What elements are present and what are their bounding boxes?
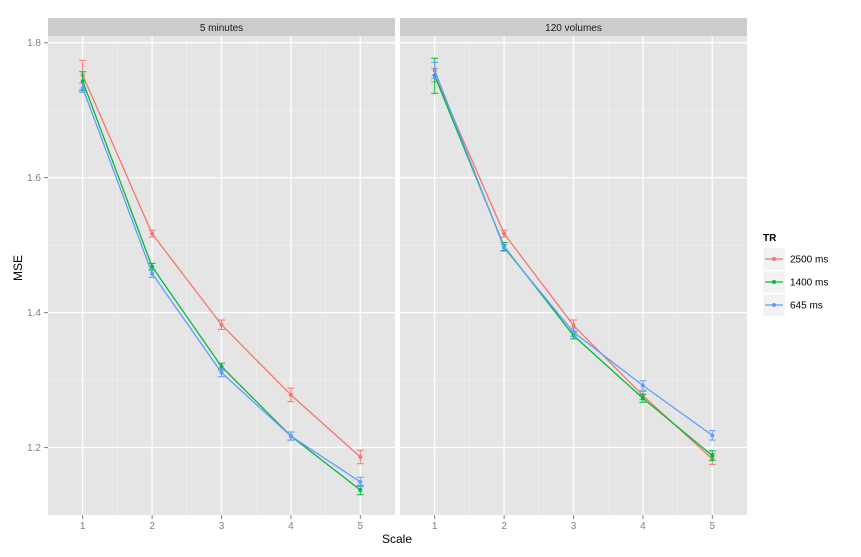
data-point (640, 383, 645, 388)
legend-label: 2500 ms (790, 255, 828, 266)
data-point (288, 392, 293, 397)
x-tick-label: 2 (149, 521, 155, 532)
data-point (358, 454, 363, 459)
y-tick-label: 1.6 (27, 173, 41, 184)
legend-point (772, 280, 776, 284)
x-tick-label: 2 (501, 521, 507, 532)
panel-title: 5 minutes (200, 23, 243, 34)
legend-point (772, 257, 776, 261)
data-point (571, 323, 576, 328)
y-axis-title: MSE (11, 255, 25, 281)
data-point (710, 433, 715, 438)
legend-label: 1400 ms (790, 278, 828, 289)
gridlines (48, 36, 395, 515)
x-axis: 1 2 3 4 5 1 2 3 4 5 (80, 515, 716, 532)
x-tick-label: 1 (80, 521, 86, 532)
panel-5-minutes: 5 minutes (48, 18, 395, 515)
legend-point (772, 303, 776, 307)
series-2500-ms (79, 59, 364, 465)
y-tick-label: 1.8 (27, 38, 41, 49)
data-point (358, 488, 363, 493)
y-axis: 1.2 1.4 1.6 1.8 (27, 38, 48, 454)
x-axis-title: Scale (382, 532, 412, 546)
data-point (358, 479, 363, 484)
series-645-ms (431, 61, 716, 441)
panel-title: 120 volumes (545, 23, 602, 34)
data-point (219, 370, 224, 375)
data-point (219, 322, 224, 327)
data-point (710, 453, 715, 458)
x-tick-label: 3 (571, 521, 577, 532)
data-point (219, 364, 224, 369)
data-point (502, 245, 507, 250)
panel-strip (400, 18, 747, 36)
data-point (80, 79, 85, 84)
x-tick-label: 5 (710, 521, 716, 532)
data-point (80, 85, 85, 90)
data-point (288, 434, 293, 439)
panel-120-volumes: 120 volumes (400, 18, 747, 515)
data-point (571, 330, 576, 335)
legend: TR 2500 ms 1400 ms 645 ms (762, 233, 828, 317)
data-point (502, 231, 507, 236)
y-tick-label: 1.4 (27, 308, 41, 319)
x-tick-label: 4 (288, 521, 294, 532)
gridlines (400, 36, 747, 515)
data-point (432, 68, 437, 73)
data-point (150, 264, 155, 269)
legend-label: 645 ms (790, 301, 823, 312)
legend-title: TR (763, 233, 777, 244)
data-marks (431, 57, 716, 465)
data-point (150, 231, 155, 236)
data-point (640, 396, 645, 401)
panel-strip (48, 18, 395, 36)
data-marks (79, 59, 364, 496)
data-point (150, 271, 155, 276)
x-tick-label: 3 (219, 521, 225, 532)
x-tick-label: 1 (432, 521, 438, 532)
y-tick-label: 1.2 (27, 443, 41, 454)
x-tick-label: 4 (640, 521, 646, 532)
x-tick-label: 5 (358, 521, 364, 532)
series-645-ms (79, 82, 364, 488)
